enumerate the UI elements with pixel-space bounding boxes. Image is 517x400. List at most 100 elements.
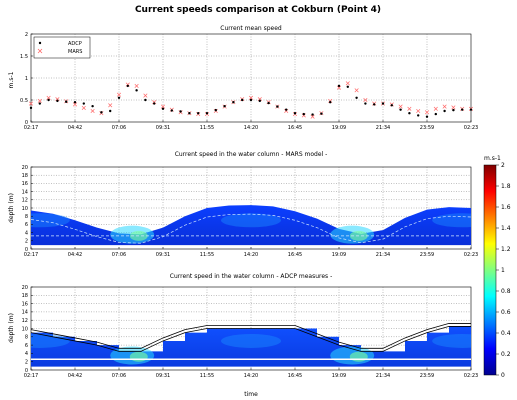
x-tick-label: 02:17 xyxy=(24,373,38,379)
adcp-point xyxy=(153,102,156,105)
mars-point xyxy=(248,95,254,100)
mars-point xyxy=(160,104,166,109)
moderate-current-zone xyxy=(432,213,471,228)
mars-point xyxy=(442,104,447,109)
mars-point xyxy=(310,114,315,119)
dashed-surface-line xyxy=(31,213,471,244)
fast-current-core xyxy=(129,351,148,362)
colorbar: m.s-1 0 0.2 0.4 0.6 0.8 1 1.2 1.4 1.6 1.8 2 xyxy=(483,155,511,379)
mars-point xyxy=(451,105,456,110)
adcp-point xyxy=(302,112,305,116)
adcp-point xyxy=(100,111,103,114)
mars-point xyxy=(284,108,289,114)
x-tick-label: 19:09 xyxy=(332,252,346,258)
y-tick-label: 0 xyxy=(25,120,28,126)
y-tick-label: 14 xyxy=(22,189,28,195)
y-tick-label: 0.5 xyxy=(20,98,28,104)
moderate-current-zone xyxy=(31,213,70,228)
adcp-point xyxy=(38,102,41,105)
colorbar-gradient xyxy=(483,164,497,376)
x-tick-label: 14:20 xyxy=(244,252,258,258)
x-tick-label: 02:23 xyxy=(464,252,478,258)
mars-point xyxy=(152,100,157,105)
moderate-current-zone xyxy=(31,333,70,348)
adcp-point xyxy=(417,114,420,117)
mars-point xyxy=(336,85,342,90)
adcp-point xyxy=(337,84,341,88)
colorbar-tick-label: 1.6 xyxy=(501,204,511,211)
x-tick-label: 09:31 xyxy=(156,252,170,258)
adcp-point xyxy=(179,110,182,113)
adcp-point xyxy=(188,112,191,115)
adcp-point xyxy=(364,102,367,105)
x-tick-label: 16:45 xyxy=(288,125,302,131)
x-tick-label: 07:06 xyxy=(112,373,126,379)
x-tick-label: 02:23 xyxy=(464,125,478,131)
colorbar-tick-label: 0.4 xyxy=(501,330,511,337)
colorbar-tick-label: 1.8 xyxy=(501,183,511,190)
x-tick-label: 23:59 xyxy=(420,125,434,131)
fast-current-core xyxy=(349,351,368,362)
y-tick-label: 2 xyxy=(25,32,28,38)
mars-point xyxy=(72,102,78,107)
adcp-point xyxy=(109,109,112,113)
x-tick-label: 14:20 xyxy=(244,125,258,131)
adcp-point xyxy=(197,112,200,115)
moderate-current-zone xyxy=(432,333,471,348)
adcp-point xyxy=(82,102,86,105)
x-tick-label: 02:17 xyxy=(24,252,38,258)
y-tick-label: 10 xyxy=(22,206,28,212)
x-tick-label: 09:31 xyxy=(156,373,170,379)
adcp-point xyxy=(285,108,288,111)
y-tick-label: 18 xyxy=(22,173,28,179)
legend-adcp-label: ADCP xyxy=(68,41,82,47)
y-tick-label: 0 xyxy=(25,368,28,374)
legend-mars-marker xyxy=(37,48,43,54)
adcp-point xyxy=(434,112,437,116)
legend-adcp-marker xyxy=(38,41,42,45)
mars-point xyxy=(28,101,34,106)
adcp-point xyxy=(205,112,209,115)
adcp-panel: Current speed in the water column - ADCP… xyxy=(8,273,478,379)
mean-speed-panel: Current mean speed 0 0.5 1 1.5 2 02:17 04:42 0… xyxy=(8,25,478,131)
mars-point xyxy=(90,108,95,114)
mars-point xyxy=(398,104,403,109)
y-tick-label: 10 xyxy=(22,326,28,332)
colorbar-tick-label: 2 xyxy=(501,162,505,169)
mars-point xyxy=(433,106,438,111)
y-tick-label: 14 xyxy=(22,310,28,316)
adcp-point xyxy=(117,96,121,100)
adcp-point xyxy=(329,101,332,104)
mars-point xyxy=(424,110,430,115)
adcp-point xyxy=(126,84,129,88)
mars-point xyxy=(257,97,262,102)
moderate-current-zone xyxy=(221,333,281,348)
y-tick-label: 16 xyxy=(22,301,28,307)
adcp-point xyxy=(452,108,455,112)
adcp-point xyxy=(320,112,323,115)
panel1-ylabel: m.s-1 xyxy=(8,71,15,88)
x-tick-label: 04:42 xyxy=(68,125,82,131)
panel3-title: Current speed in the water column - ADCP… xyxy=(170,273,332,280)
adcp-point xyxy=(373,103,376,106)
mars-point xyxy=(46,95,51,100)
x-tick-label: 21:34 xyxy=(376,125,390,131)
y-tick-label: 20 xyxy=(22,285,28,291)
adcp-point xyxy=(161,107,165,111)
y-tick-label: 8 xyxy=(25,214,28,220)
y-tick-label: 2 xyxy=(25,239,28,245)
colorbar-tick-label: 0 xyxy=(501,372,505,379)
panel1-legend: ADCP MARS xyxy=(33,36,91,59)
adcp-point xyxy=(170,109,173,112)
adcp-point xyxy=(443,109,446,113)
x-tick-label: 19:09 xyxy=(332,125,346,131)
panel2-ylabel: depth (m) xyxy=(8,193,15,223)
mars-point xyxy=(81,105,86,110)
mars-point xyxy=(116,92,122,97)
adcp-point xyxy=(267,101,270,105)
adcp-point xyxy=(47,98,50,102)
adcp-point xyxy=(346,85,349,89)
mars-point xyxy=(134,83,139,88)
mars-point xyxy=(143,93,148,98)
